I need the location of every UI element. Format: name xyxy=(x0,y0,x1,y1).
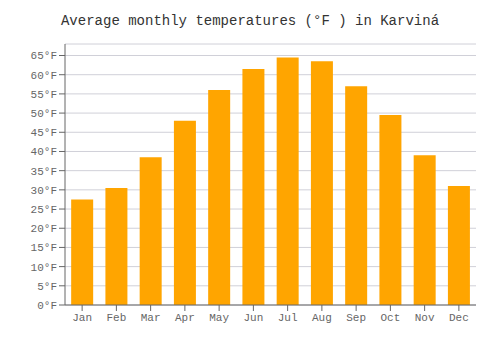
svg-text:Aug: Aug xyxy=(312,312,332,324)
svg-text:50°F: 50°F xyxy=(31,108,57,120)
svg-text:Jan: Jan xyxy=(72,312,92,324)
svg-text:Nov: Nov xyxy=(415,312,435,324)
html-text:Average monthly temperatures (: Average monthly temperatures (°F ) in Ka… xyxy=(61,13,439,29)
svg-text:Feb: Feb xyxy=(106,312,126,324)
svg-text:Jul: Jul xyxy=(278,312,298,324)
svg-text:Apr: Apr xyxy=(175,312,195,324)
svg-text:30°F: 30°F xyxy=(31,185,57,197)
svg-text:Mar: Mar xyxy=(141,312,161,324)
svg-text:15°F: 15°F xyxy=(31,242,57,254)
svg-text:Oct: Oct xyxy=(380,312,400,324)
svg-text:Jun: Jun xyxy=(243,312,263,324)
svg-text:0°F: 0°F xyxy=(37,300,57,312)
svg-text:5°F: 5°F xyxy=(37,281,57,293)
svg-text:45°F: 45°F xyxy=(31,127,57,139)
svg-text:65°F: 65°F xyxy=(31,50,57,62)
svg-text:Sep: Sep xyxy=(346,312,366,324)
svg-text:35°F: 35°F xyxy=(31,166,57,178)
svg-text:60°F: 60°F xyxy=(31,70,57,82)
svg-text:25°F: 25°F xyxy=(31,204,57,216)
svg-text:40°F: 40°F xyxy=(31,146,57,158)
svg-text:Dec: Dec xyxy=(449,312,469,324)
svg-text:May: May xyxy=(209,312,229,324)
svg-text:10°F: 10°F xyxy=(31,262,57,274)
svg-text:55°F: 55°F xyxy=(31,89,57,101)
svg-text:20°F: 20°F xyxy=(31,223,57,235)
